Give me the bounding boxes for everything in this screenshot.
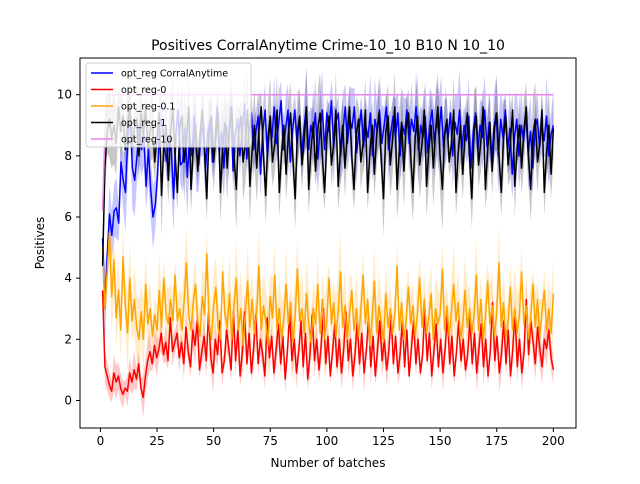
x-tick-label: 50	[206, 434, 221, 448]
y-tick-label: 4	[64, 271, 72, 285]
x-tick-label: 0	[97, 434, 105, 448]
legend-label: opt_reg-1	[121, 118, 166, 129]
legend-box	[85, 62, 252, 148]
x-tick-label: 25	[149, 434, 164, 448]
y-tick-label: 2	[64, 332, 72, 346]
y-tick-label: 0	[64, 393, 72, 407]
legend-label: opt_reg-10	[121, 135, 172, 146]
y-axis-ticks: 0 2 4 6 8 10	[57, 88, 80, 407]
x-tick-label: 150	[429, 434, 452, 448]
x-tick-label: 175	[485, 434, 508, 448]
x-axis-label: Number of batches	[271, 456, 386, 470]
band-1	[102, 281, 554, 418]
x-tick-label: 125	[372, 434, 395, 448]
legend: opt_reg CorralAnytime opt_reg-0 opt_reg-0.…	[85, 62, 252, 148]
legend-label: opt_reg-0.1	[121, 102, 175, 113]
chart-title: Positives CorralAnytime Crime-10_10 B10 …	[151, 38, 505, 54]
series-line-2	[101, 231, 555, 347]
y-tick-label: 8	[64, 149, 72, 163]
series-line-1	[101, 290, 555, 399]
plot-frame	[79, 57, 577, 429]
x-tick-label: 100	[315, 434, 338, 448]
legend-label: opt_reg-0	[121, 85, 166, 96]
x-tick-label: 200	[542, 434, 565, 448]
legend-label: opt_reg CorralAnytime	[121, 69, 228, 80]
y-tick-label: 10	[57, 88, 72, 102]
y-axis-label: Positives	[33, 217, 47, 270]
x-axis-ticks: 0 25 50 75 100 125 150 175 200	[97, 428, 565, 448]
y-tick-label: 6	[64, 210, 72, 224]
x-tick-label: 75	[263, 434, 278, 448]
series-line-3	[101, 106, 555, 266]
